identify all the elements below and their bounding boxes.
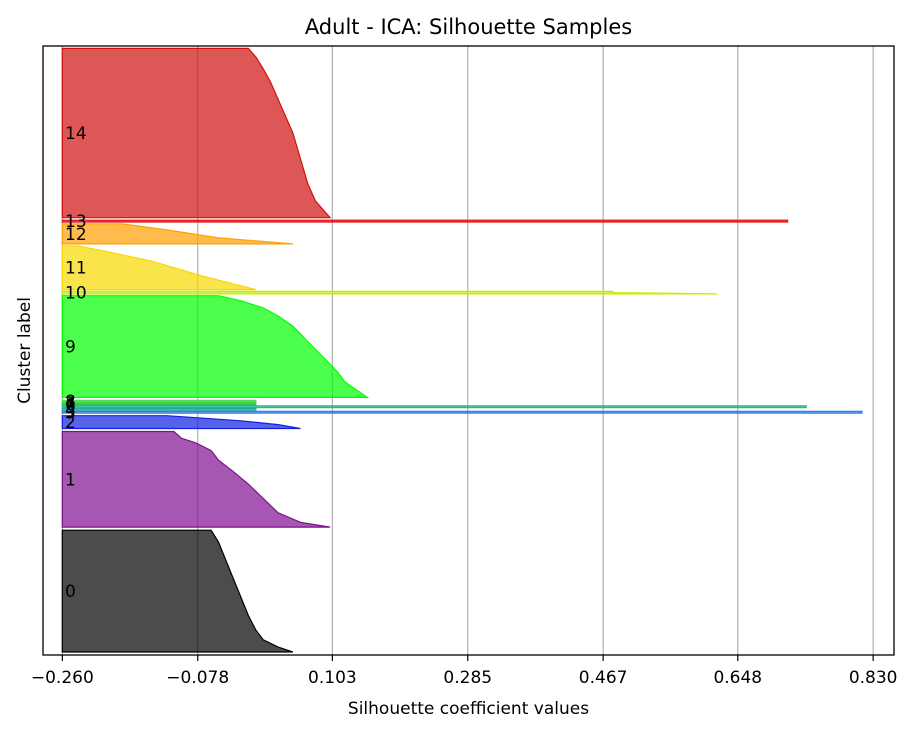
cluster-label-1: 1 bbox=[65, 470, 76, 490]
x-tick-label: 0.103 bbox=[308, 668, 357, 688]
cluster-area-4 bbox=[61, 407, 257, 411]
cluster-label-10: 10 bbox=[65, 284, 87, 304]
x-tick-label: 0.648 bbox=[713, 668, 762, 688]
cluster-label-7: 7 bbox=[65, 394, 76, 414]
cluster-area-1 bbox=[61, 430, 331, 528]
cluster-label-13: 13 bbox=[65, 212, 87, 232]
chart-title: Adult - ICA: Silhouette Samples bbox=[305, 15, 632, 39]
cluster-area-10 bbox=[61, 290, 718, 295]
cluster-area-8 bbox=[61, 399, 257, 403]
cluster-label-6: 6 bbox=[65, 396, 76, 416]
cluster-label-5: 5 bbox=[65, 398, 76, 418]
cluster-label-12: 12 bbox=[65, 225, 87, 245]
cluster-label-3: 3 bbox=[65, 403, 76, 423]
x-axis-ticks: −0.260 −0.078 0.103 0.285 0.467 0.648 0.830 bbox=[31, 655, 898, 688]
cluster-area-5 bbox=[61, 405, 807, 409]
cluster-area-12 bbox=[61, 223, 293, 245]
cluster-label-0: 0 bbox=[65, 582, 76, 602]
x-tick-label: 0.285 bbox=[443, 668, 492, 688]
cluster-area-7 bbox=[61, 401, 257, 405]
cluster-label-8: 8 bbox=[65, 392, 76, 412]
cluster-area-0 bbox=[61, 529, 294, 653]
cluster-area-14 bbox=[61, 47, 332, 219]
cluster-label-11: 11 bbox=[65, 259, 87, 279]
cluster-area-2 bbox=[61, 415, 301, 430]
cluster-label-2: 2 bbox=[65, 413, 76, 433]
cluster-area-3 bbox=[61, 410, 863, 414]
cluster-area-9 bbox=[61, 295, 370, 398]
cluster-label-4: 4 bbox=[65, 400, 76, 420]
cluster-area-13 bbox=[61, 219, 789, 223]
y-axis-label: Cluster label bbox=[15, 297, 35, 404]
x-axis-label: Silhouette coefficient values bbox=[348, 699, 589, 719]
x-tick-label: 0.830 bbox=[849, 668, 898, 688]
x-tick-label: 0.467 bbox=[579, 668, 628, 688]
cluster-area-11 bbox=[61, 245, 256, 291]
silhouette-areas bbox=[61, 47, 863, 653]
x-tick-label: −0.078 bbox=[166, 668, 229, 688]
plot-frame bbox=[42, 45, 895, 656]
cluster-label-14: 14 bbox=[65, 124, 87, 144]
x-tick-label: −0.260 bbox=[31, 668, 94, 688]
cluster-label-9: 9 bbox=[65, 338, 76, 358]
cluster-area-6 bbox=[61, 403, 257, 406]
